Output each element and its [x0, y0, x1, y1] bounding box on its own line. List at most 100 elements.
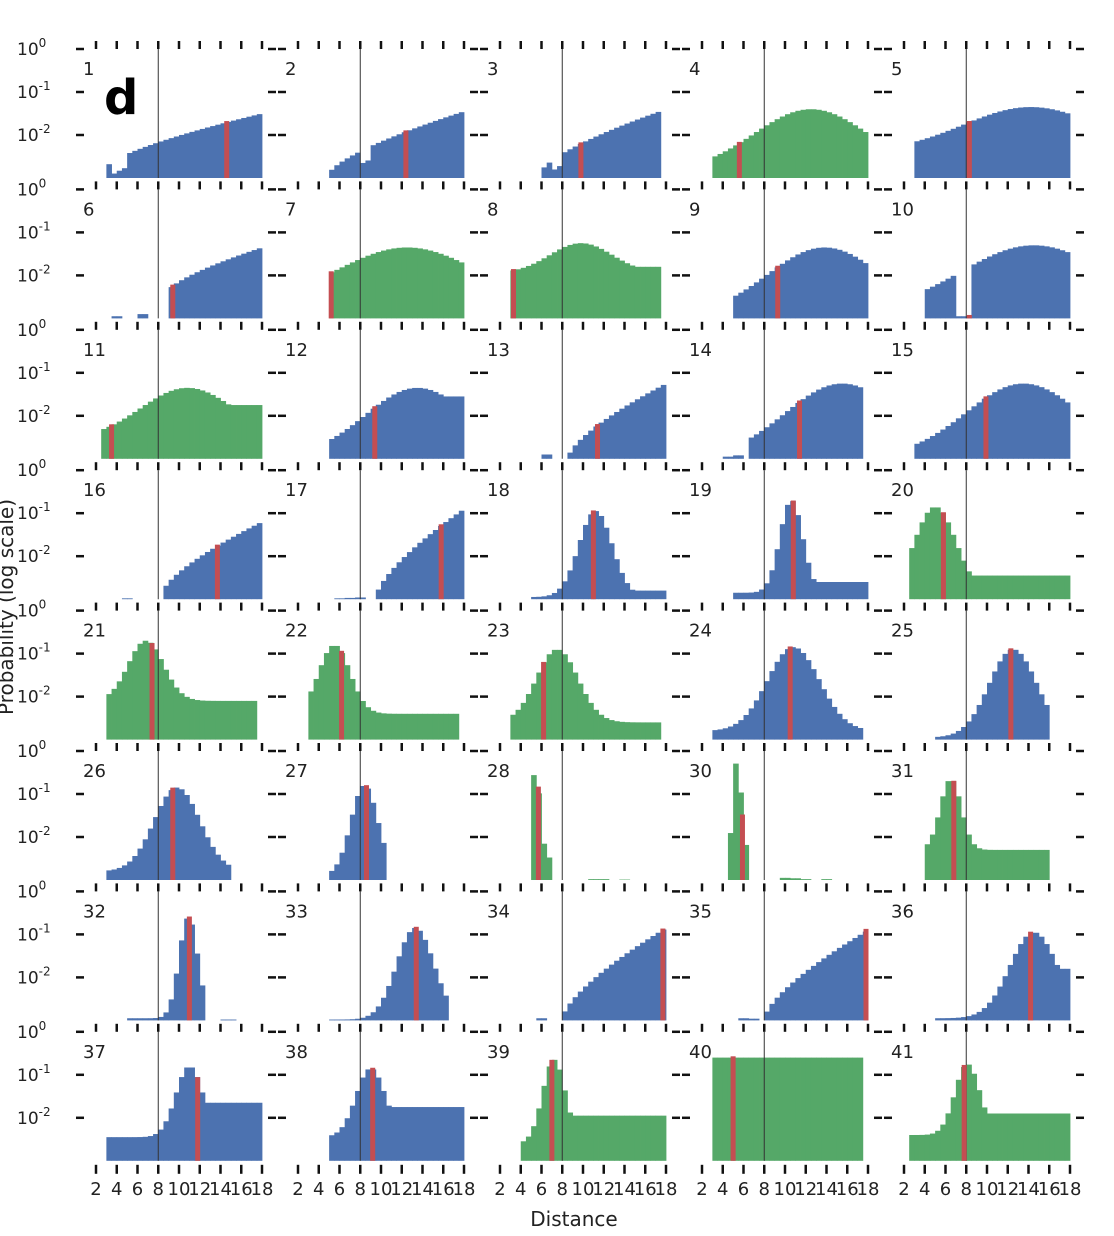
histogram-bar — [997, 389, 1003, 459]
histogram-bar — [230, 257, 237, 319]
native-distance-marker — [775, 265, 781, 319]
histogram-bar — [1023, 245, 1029, 319]
histogram-bar — [334, 864, 340, 880]
histogram-bar — [344, 158, 351, 178]
histogram-bar — [961, 414, 967, 459]
histogram-bar — [344, 835, 351, 880]
histogram-bar — [603, 251, 610, 319]
histogram-bar — [847, 122, 853, 178]
histogram-bar — [779, 415, 786, 459]
histogram-bar — [650, 390, 657, 459]
histogram-bar — [355, 1018, 361, 1021]
histogram-bar — [438, 713, 444, 740]
histogram-bar — [230, 405, 237, 459]
y-tick-label: 100 — [17, 1019, 46, 1043]
histogram-bar — [132, 1018, 138, 1021]
histogram-bar — [743, 1057, 750, 1161]
histogram-bar — [438, 253, 444, 319]
x-tick-label: 10 — [370, 1179, 393, 1200]
histogram-bar — [608, 964, 615, 1021]
histogram-bar — [137, 1137, 144, 1161]
histogram-bar — [1028, 1113, 1035, 1161]
histogram-bar — [997, 575, 1003, 600]
native-distance-marker — [983, 396, 989, 459]
histogram-bar — [453, 113, 460, 178]
histogram-bar — [1038, 849, 1045, 880]
histogram-bar — [1018, 944, 1024, 1021]
histogram-bar — [831, 951, 838, 1021]
histogram-bar — [593, 879, 599, 880]
histogram-bar — [153, 398, 159, 459]
histogram-bar — [971, 406, 978, 459]
histogram-bar — [1059, 575, 1066, 600]
histogram-bar — [515, 709, 522, 740]
histogram-bar — [847, 253, 853, 319]
histogram-bar — [406, 130, 413, 178]
histogram-bar — [536, 261, 542, 319]
histogram-bar — [816, 582, 822, 600]
histogram-bar — [344, 428, 351, 459]
histogram-bar — [634, 266, 641, 319]
histogram-bar — [443, 396, 449, 459]
histogram-bar — [531, 263, 537, 319]
histogram-bar — [557, 649, 563, 740]
x-tick-label: 4 — [313, 1179, 324, 1200]
histogram-bar — [769, 1057, 776, 1161]
histogram-bar — [608, 1115, 615, 1161]
histogram-bar — [640, 1115, 646, 1161]
histogram-bar — [847, 1057, 853, 1161]
histogram-bar — [163, 585, 170, 600]
histogram-bar — [391, 136, 397, 178]
histogram-bar — [448, 115, 455, 178]
panel-id-label: 9 — [689, 199, 700, 220]
histogram-bar — [246, 528, 253, 600]
native-distance-marker — [595, 424, 601, 459]
panel-id-label: 17 — [285, 480, 308, 501]
histogram-bar — [826, 112, 833, 178]
native-distance-marker — [149, 643, 155, 740]
histogram-bar — [355, 152, 361, 178]
panel-5: 5 — [884, 41, 1084, 178]
histogram-bar — [583, 243, 589, 319]
histogram-bar — [567, 244, 574, 319]
histogram-bar — [640, 266, 646, 319]
histogram-bar — [1059, 968, 1066, 1021]
panel-27: 27 — [278, 743, 478, 880]
panel-1: 1 100 10-1 10-2 — [17, 36, 276, 178]
histogram-bar — [344, 1118, 351, 1161]
histogram-bar — [857, 582, 864, 600]
histogram-bar — [194, 700, 201, 740]
histogram-bar — [142, 839, 149, 880]
x-tick-label: 14 — [613, 1179, 636, 1200]
histogram-bar — [179, 693, 185, 740]
histogram-bar — [1028, 245, 1035, 319]
histogram-bar — [204, 1102, 211, 1161]
histogram-bar — [127, 415, 133, 459]
histogram-bar — [210, 700, 216, 740]
histogram-bar — [950, 275, 957, 319]
histogram-bar — [147, 828, 154, 880]
histogram-bar — [116, 867, 123, 880]
histogram-bar — [370, 145, 377, 178]
histogram-bar — [1049, 247, 1055, 319]
histogram-bar — [163, 139, 170, 178]
histogram-bar — [821, 247, 827, 319]
histogram-bar — [448, 257, 455, 319]
histogram-bar — [334, 269, 340, 319]
histogram-bar — [179, 570, 185, 600]
histogram-bar — [1002, 575, 1009, 600]
histogram-bar — [800, 539, 807, 600]
histogram-bar — [764, 681, 770, 740]
histogram-bar — [562, 581, 568, 600]
histogram-bar — [220, 1019, 227, 1021]
histogram-bar — [546, 162, 553, 178]
histogram-bar — [1012, 849, 1019, 880]
histogram-bar — [1023, 936, 1029, 1021]
histogram-bar — [1033, 245, 1040, 319]
histogram-bar — [567, 1112, 574, 1161]
histogram-bar — [458, 112, 465, 178]
histogram-bar — [935, 736, 941, 740]
histogram-bar — [458, 1107, 465, 1161]
histogram-bar — [929, 834, 936, 880]
histogram-bar — [805, 1057, 812, 1161]
